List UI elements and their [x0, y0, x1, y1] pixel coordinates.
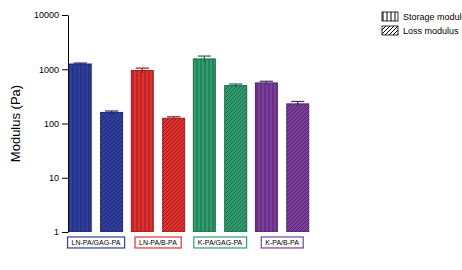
- x-tick-label: LN-PA/GAG-PA: [72, 239, 121, 246]
- error-bar: [136, 68, 149, 73]
- legend: Storage modulus Loss modulus: [382, 12, 462, 36]
- x-tick-label: K-PA/B-PA: [265, 239, 299, 246]
- error-stem: [142, 68, 143, 73]
- bar: [225, 86, 247, 232]
- error-bar: [167, 117, 180, 120]
- error-cap: [167, 116, 180, 117]
- x-tick: LN-PA/B-PA: [135, 232, 181, 248]
- error-cap: [260, 81, 273, 82]
- plot: 1 10 100 1000 10000 LN-PA/GAG-PA LN-PA/B-PA K-P…: [34, 10, 309, 248]
- error-bar: [105, 111, 118, 114]
- error-bar: [74, 63, 87, 65]
- y-tick-mark: [62, 15, 68, 16]
- y-tick-label: 1: [54, 227, 59, 237]
- error-stem: [297, 101, 298, 106]
- bar: [287, 104, 309, 232]
- bars: [69, 56, 309, 232]
- x-tick: K-PA/B-PA: [261, 232, 303, 248]
- legend-item: Loss modulus: [382, 26, 459, 36]
- x-tick: K-PA/GAG-PA: [194, 232, 247, 248]
- y-tick-mark: [62, 232, 68, 233]
- category-box: [261, 237, 303, 248]
- bar: [131, 70, 153, 232]
- y-tick-mark: [62, 178, 68, 179]
- bar: [193, 59, 215, 232]
- legend-swatch: [382, 26, 398, 35]
- y-tick: 10000: [34, 10, 68, 20]
- y-axis-title: Modulus (Pa): [8, 85, 23, 162]
- category-box: [135, 237, 181, 248]
- error-cap: [291, 101, 304, 102]
- y-tick-mark: [62, 124, 68, 125]
- error-bar: [291, 101, 304, 106]
- legend-label: Loss modulus: [403, 26, 459, 36]
- y-tick-mark: [62, 69, 68, 70]
- bar: [255, 83, 277, 232]
- error-cap: [136, 68, 149, 69]
- y-tick-label: 10000: [34, 10, 59, 20]
- category-box: [68, 237, 125, 248]
- x-tick-label: K-PA/GAG-PA: [198, 239, 243, 246]
- error-cap: [229, 83, 242, 84]
- error-bar: [198, 56, 211, 62]
- bar: [101, 112, 123, 232]
- error-cap: [74, 62, 87, 63]
- y-tick-label: 100: [44, 119, 59, 129]
- y-tick: 100: [44, 119, 68, 129]
- legend-label: Storage modulus: [403, 12, 462, 22]
- error-stem: [204, 56, 205, 62]
- y-axis: 1 10 100 1000 10000: [34, 10, 69, 237]
- x-tick-label: LN-PA/B-PA: [139, 239, 177, 246]
- y-tick: 1000: [39, 65, 68, 75]
- error-bar: [260, 81, 273, 84]
- y-tick: 1: [54, 227, 68, 237]
- chart: 1 10 100 1000 10000 LN-PA/GAG-PA LN-PA/B-PA K-P…: [0, 0, 462, 270]
- error-cap: [198, 55, 211, 56]
- y-tick: 10: [49, 173, 68, 183]
- x-axis: LN-PA/GAG-PA LN-PA/B-PA K-PA/GAG-PA K-PA/B-…: [68, 232, 304, 248]
- bar: [163, 118, 185, 232]
- error-bar: [229, 84, 242, 87]
- x-tick: LN-PA/GAG-PA: [68, 232, 125, 248]
- error-cap: [105, 110, 118, 111]
- category-box: [194, 237, 247, 248]
- bar: [69, 64, 91, 232]
- legend-swatch: [382, 12, 398, 21]
- legend-item: Storage modulus: [382, 12, 462, 22]
- y-tick-label: 10: [49, 173, 59, 183]
- y-tick-label: 1000: [39, 65, 59, 75]
